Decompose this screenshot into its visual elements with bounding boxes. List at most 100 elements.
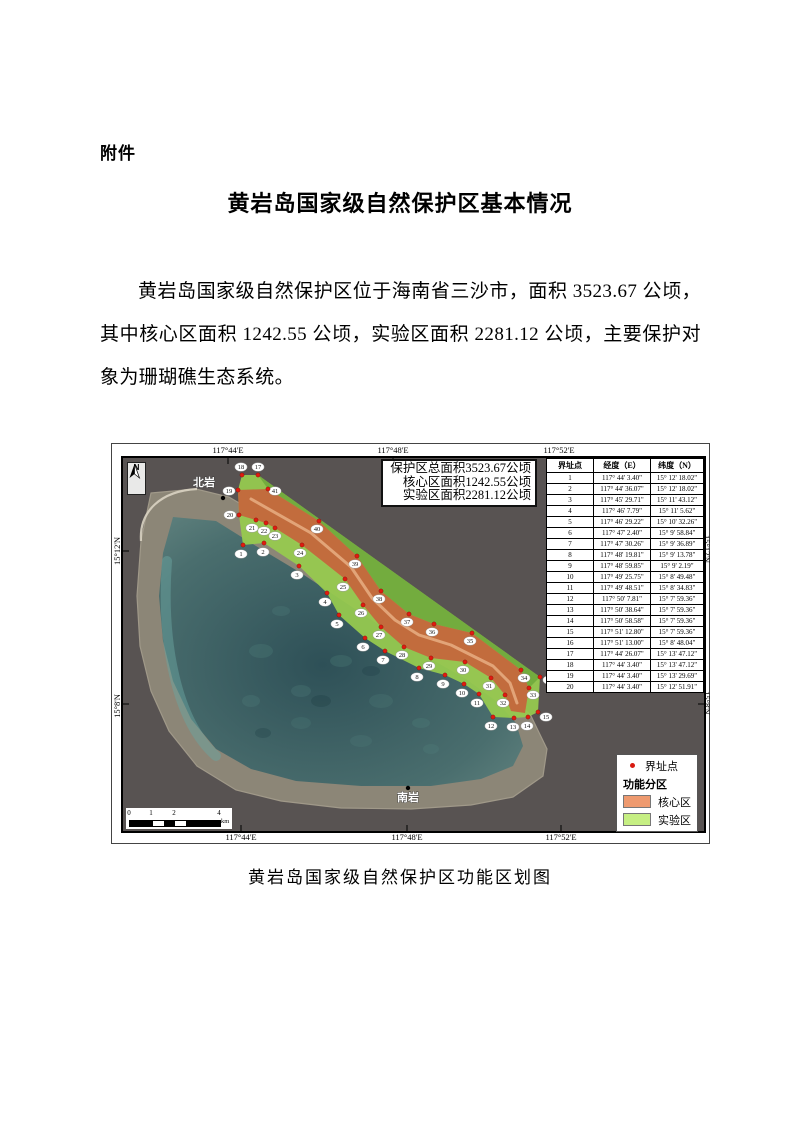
- scale-segment: [186, 821, 220, 826]
- longitude-label: 117°44'E: [225, 832, 257, 842]
- table-cell: 6: [546, 527, 594, 539]
- map-legend: 界址点 功能分区 核心区 实验区: [616, 754, 698, 832]
- boundary-point-dot: [490, 714, 496, 720]
- legend-group-title: 功能分区: [623, 776, 667, 791]
- scale-segment: [152, 821, 164, 826]
- boundary-point-dot: [316, 518, 322, 524]
- boundary-point-dot: [525, 714, 531, 720]
- table-cell: 12: [546, 593, 594, 605]
- scale-bar-unit: km: [221, 818, 230, 825]
- boundary-point-dot: [240, 542, 246, 548]
- point-number-bubble: [223, 510, 237, 520]
- rock-label: 南岩: [397, 790, 419, 804]
- boundary-point-dot: [442, 672, 448, 678]
- point-number-bubble: [234, 462, 248, 472]
- boundary-point-dot: [461, 681, 467, 687]
- point-number: 6: [361, 644, 365, 651]
- table-row: 2 117° 44' 36.07" 15° 12' 18.02": [546, 483, 704, 495]
- point-number: 13: [510, 724, 517, 731]
- table-row: 16 117° 51' 13.00" 15° 8' 48.04": [546, 637, 704, 649]
- point-number: 34: [521, 675, 528, 682]
- boundary-point-dot: [406, 611, 412, 617]
- point-number-bubble: [372, 630, 386, 640]
- point-number: 39: [352, 561, 359, 568]
- boundary-point-dot: [265, 486, 271, 492]
- point-number: 19: [226, 488, 233, 495]
- table-cell: 16: [546, 637, 594, 649]
- table-row: 13 117° 50' 38.64" 15° 7' 59.36": [546, 604, 704, 616]
- table-cell: 1: [546, 472, 594, 484]
- legend-core-label: 核心区: [658, 796, 691, 809]
- table-cell: 117° 46' 29.22": [593, 516, 651, 528]
- point-number: 36: [429, 629, 436, 636]
- map-drawing: 北岩南岩123456789101112131415161718192021222…: [123, 458, 704, 831]
- table-cell: 15° 9' 2.19": [650, 560, 704, 572]
- reef-edge-highlight: [249, 497, 519, 705]
- point-number-bubble: [330, 619, 344, 629]
- boundary-point-dot: [299, 542, 305, 548]
- table-row: 10 117° 49' 25.75" 15° 8' 49.48": [546, 571, 704, 583]
- point-number: 10: [459, 690, 466, 697]
- table-cell: 7: [546, 538, 594, 550]
- boundary-point-dot: [324, 590, 330, 596]
- point-number-bubble: [400, 617, 414, 627]
- table-cell: 20: [546, 681, 594, 693]
- point-number-bubble: [496, 698, 510, 708]
- experimental-zone-outer: [258, 475, 540, 688]
- scale-tick-label: 2: [172, 809, 176, 817]
- scale-segment: [163, 821, 175, 826]
- legend-core-zone: 核心区: [623, 794, 691, 809]
- table-row: 3 117° 45' 29.71" 15° 11' 43.12": [546, 494, 704, 506]
- lagoon-speckle: [369, 694, 393, 708]
- table-cell: 15° 12' 51.91": [650, 681, 704, 693]
- lagoon-speckle: [311, 695, 331, 707]
- boundary-point-dot: [378, 588, 384, 594]
- map-canvas: 北岩南岩123456789101112131415161718192021222…: [121, 456, 706, 833]
- table-row: 9 117° 48' 59.85" 15° 9' 2.19": [546, 560, 704, 572]
- point-number-bubble: [251, 462, 265, 472]
- point-number-bubble: [356, 642, 370, 652]
- table-cell: 15° 9' 36.89": [650, 538, 704, 550]
- table-cell: 15° 12' 18.02": [650, 472, 704, 484]
- table-cell: 15° 7' 59.36": [650, 593, 704, 605]
- lagoon-speckle: [350, 735, 372, 747]
- table-cell: 5: [546, 516, 594, 528]
- scale-bar: 0 1 2 4 km: [126, 808, 232, 829]
- lagoon-speckle: [330, 655, 352, 667]
- info-exp-area: 实验区面积2281.12公顷: [402, 488, 531, 502]
- rock-label: 北岩: [193, 475, 215, 489]
- table-cell: 15° 10' 32.26": [650, 516, 704, 528]
- table-cell: 117° 46' 7.79": [593, 505, 651, 517]
- table-cell: 15° 13' 29.69": [650, 670, 704, 682]
- rock-marker: [405, 785, 411, 791]
- point-number: 7: [381, 657, 385, 664]
- lagoon-speckle: [272, 606, 290, 616]
- legend-exp-zone: 实验区: [623, 812, 691, 827]
- table-cell: 8: [546, 549, 594, 561]
- boundary-point-dot: [255, 472, 261, 478]
- table-row: 19 117° 44' 3.40" 15° 13' 29.69": [546, 670, 704, 682]
- north-arrow: N: [127, 462, 146, 495]
- table-cell: 117° 44' 3.40": [593, 681, 651, 693]
- longitude-label: 117°48'E: [377, 445, 409, 455]
- boundary-point-dot: [462, 659, 468, 665]
- point-number: 31: [486, 683, 493, 690]
- table-cell: 117° 48' 19.81": [593, 549, 651, 561]
- map-figure: 117°44'E 117°48'E 117°52'E 117°44'E 117°48'…: [111, 443, 712, 844]
- boundary-point-dot: [360, 602, 366, 608]
- boundary-point-dot: [476, 691, 482, 697]
- table-cell: 15° 9' 58.84": [650, 527, 704, 539]
- table-row: 4 117° 46' 7.79" 15° 11' 5.62": [546, 505, 704, 517]
- table-header: 界址点: [546, 458, 594, 473]
- table-header: 纬度（N）: [650, 458, 704, 473]
- point-number-bubble: [348, 559, 362, 569]
- point-number-bubble: [395, 650, 409, 660]
- point-number-bubble: [293, 548, 307, 558]
- boundary-point-dot: [469, 630, 475, 636]
- point-number: 38: [376, 596, 383, 603]
- point-number: 20: [227, 512, 234, 519]
- boundary-point-dot: [535, 709, 541, 715]
- point-number: 37: [404, 619, 411, 626]
- table-cell: 11: [546, 582, 594, 594]
